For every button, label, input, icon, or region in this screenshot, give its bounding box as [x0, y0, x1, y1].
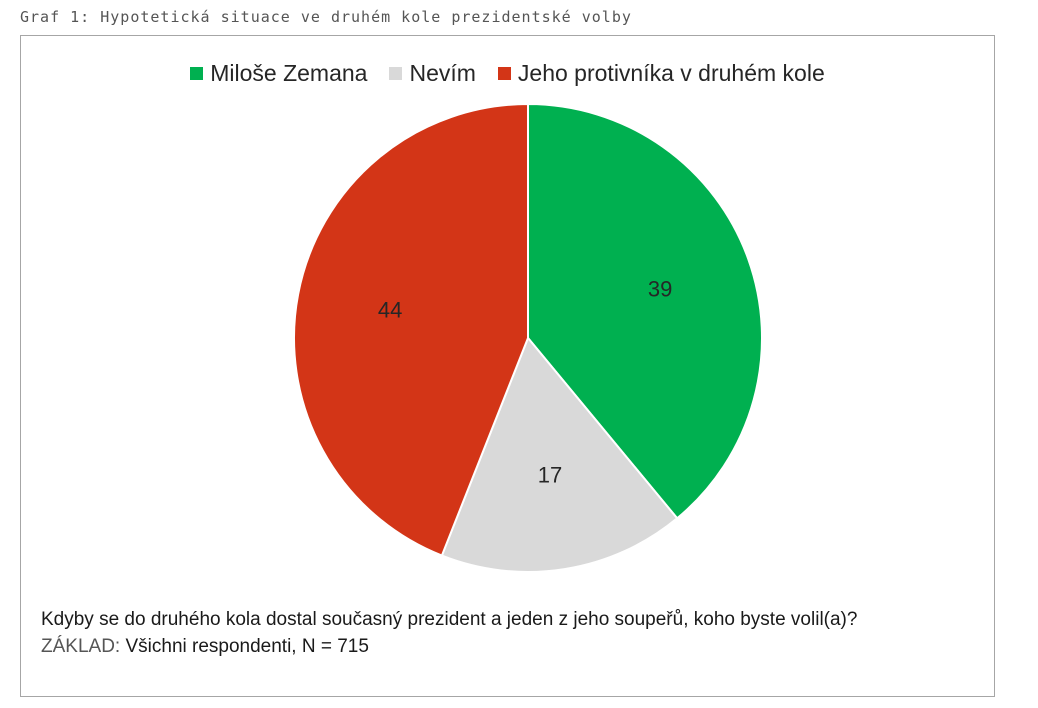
pie-slice-protivnik [292, 102, 529, 557]
pie-label-protivnik: 44 [378, 298, 402, 323]
legend-item-zeman: Miloše Zemana [190, 60, 367, 87]
base-label: ZÁKLAD: [41, 636, 121, 657]
pie-slice-nevim [440, 336, 679, 573]
legend-item-nevim: Nevím [389, 60, 476, 87]
figure-caption: Graf 1: Hypotetická situace ve druhém ko… [20, 8, 632, 26]
pie-chart: 39 17 44 [292, 102, 763, 573]
pie-label-nevim: 17 [538, 462, 562, 487]
legend-label-protivnik: Jeho protivníka v druhém kole [517, 60, 825, 86]
chart-legend: Miloše Zemana Nevím Jeho protivníka v dr… [21, 60, 994, 87]
survey-base: ZÁKLAD: Všichni respondenti, N = 715 [41, 633, 857, 660]
pie-slice-zeman [527, 102, 763, 520]
legend-swatch-zeman [190, 67, 204, 80]
legend-swatch-nevim [389, 67, 403, 80]
legend-label-zeman: Miloše Zemana [210, 60, 368, 86]
survey-question: Kdyby se do druhého kola dostal současný… [41, 609, 858, 630]
chart-frame: Miloše Zemana Nevím Jeho protivníka v dr… [20, 35, 995, 697]
base-value: Všichni respondenti, N = 715 [125, 636, 369, 657]
chart-note: Kdyby se do druhého kola dostal současný… [41, 606, 857, 660]
legend-swatch-protivnik [497, 67, 511, 80]
pie-label-zeman: 39 [648, 276, 672, 301]
legend-item-protivnik: Jeho protivníka v druhém kole [497, 60, 825, 87]
legend-label-nevim: Nevím [409, 60, 476, 86]
